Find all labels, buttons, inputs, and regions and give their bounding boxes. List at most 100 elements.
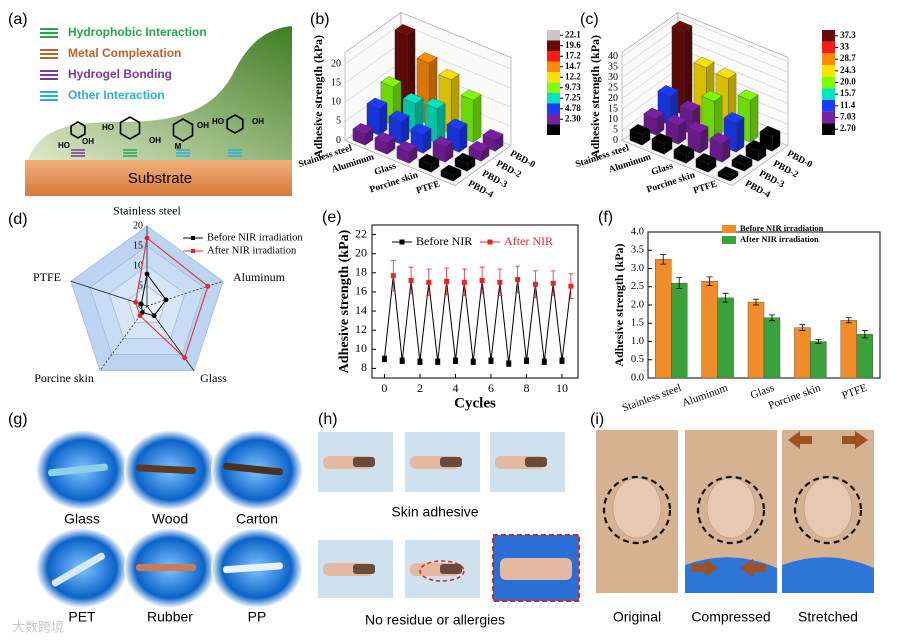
point [138, 301, 144, 307]
z-tick-label: 20 [331, 58, 341, 69]
patch [706, 477, 756, 539]
point [532, 281, 538, 287]
photo-caption: Wood [152, 511, 188, 527]
y-tick-label: 8 [361, 360, 367, 374]
bar-face [374, 132, 396, 143]
bar [366, 97, 388, 136]
y-tick-label: 2.5 [631, 281, 644, 292]
point [506, 361, 512, 367]
bar-face [665, 114, 687, 126]
y-tick-label: 14 [355, 303, 367, 317]
point [426, 279, 432, 285]
bar [655, 259, 672, 379]
colorbar-label: 24.3 [840, 65, 856, 75]
bar-face [482, 129, 504, 140]
bar [673, 144, 695, 164]
bar [810, 341, 827, 379]
z-tick-label: 5 [613, 124, 618, 135]
legend-swatch [722, 236, 736, 244]
bar [446, 118, 468, 153]
bar [695, 153, 717, 173]
axis-category: Stainless steel [113, 203, 181, 217]
bar-face [715, 68, 737, 79]
bar-face [460, 89, 482, 101]
colorbar-label: 2.70 [840, 123, 856, 133]
bar-face [717, 166, 739, 178]
bar [840, 320, 857, 379]
bar-face [723, 112, 745, 124]
bar [717, 297, 734, 379]
z-tick-label: 30 [608, 72, 618, 83]
colorbar-cell [822, 111, 835, 124]
point [488, 358, 494, 364]
colorbar-label: 7.25 [565, 92, 581, 102]
point [461, 279, 467, 285]
photo-object [136, 464, 197, 475]
error-bar [799, 324, 806, 331]
z-tick-label: 40 [608, 51, 618, 62]
marker-circle [602, 475, 672, 545]
arrow [788, 431, 812, 449]
z-tick-label: 15 [331, 77, 341, 88]
adhesive [353, 564, 375, 574]
error-bar [845, 317, 852, 324]
patch [803, 477, 853, 539]
molecule-ring [70, 121, 86, 139]
colorbar-label: 15.7 [840, 88, 856, 98]
axis-title: Cycles [454, 395, 496, 411]
legend-swatch [487, 239, 493, 245]
y-tick-label: 4.0 [631, 226, 644, 237]
bar-face [396, 141, 418, 152]
chem-label: M [175, 142, 182, 151]
axis-category: Glass [200, 371, 227, 385]
point [390, 273, 396, 279]
colorbar-label: 20.0 [840, 77, 856, 87]
colorbar-cell [822, 76, 835, 89]
bar-face [432, 136, 454, 148]
bar [745, 140, 767, 162]
colorbar-label: 19.6 [565, 40, 581, 50]
point [151, 313, 157, 319]
bar [717, 166, 739, 182]
colorbar-cell [822, 123, 835, 135]
marker-circle [696, 475, 766, 545]
colorbar-cell [547, 30, 560, 41]
bar-face [750, 94, 759, 143]
x-tick-label: 0 [381, 381, 387, 395]
legend-label: After NIR irradiation [740, 234, 819, 244]
y-tick-label: 18 [355, 265, 367, 279]
bar-face [736, 117, 745, 153]
molecule-ring [119, 116, 141, 140]
bar-face [701, 90, 723, 102]
z-tick-label: 10 [331, 97, 341, 108]
axis-title: Adhesive strength (kPa) [337, 229, 352, 373]
bar-face [671, 20, 693, 32]
bar [665, 114, 687, 145]
error-bar [706, 276, 713, 287]
r-tick-label: 5 [138, 280, 143, 291]
arrow [692, 559, 718, 577]
point [479, 277, 485, 283]
axis-category: Aluminum [233, 270, 286, 284]
point [515, 277, 521, 283]
bar [352, 123, 374, 146]
y-tick-label: 0.5 [631, 354, 644, 365]
colorbar-label: 33 [840, 42, 850, 52]
colorbar-label: 22.1 [565, 29, 581, 39]
series-line [135, 237, 209, 359]
colorbar-label: 7.03 [840, 112, 856, 122]
bar-face [679, 100, 701, 112]
spoke [146, 280, 224, 307]
x-tick-label: 4 [452, 381, 458, 395]
point [452, 358, 458, 364]
point [163, 297, 169, 303]
substrate-label: Substrate [128, 170, 192, 187]
z-tick-label: 10 [608, 114, 618, 125]
y-tick-label: 3.0 [631, 263, 644, 274]
point [137, 313, 143, 319]
y-tick-label: 16 [355, 284, 367, 298]
colorbar-label: 17.2 [565, 50, 581, 60]
axis-category: Porcine skin [34, 371, 94, 385]
photo-caption: PET [68, 609, 96, 625]
